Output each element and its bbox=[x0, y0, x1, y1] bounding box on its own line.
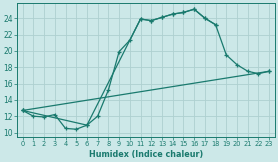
X-axis label: Humidex (Indice chaleur): Humidex (Indice chaleur) bbox=[89, 150, 203, 159]
